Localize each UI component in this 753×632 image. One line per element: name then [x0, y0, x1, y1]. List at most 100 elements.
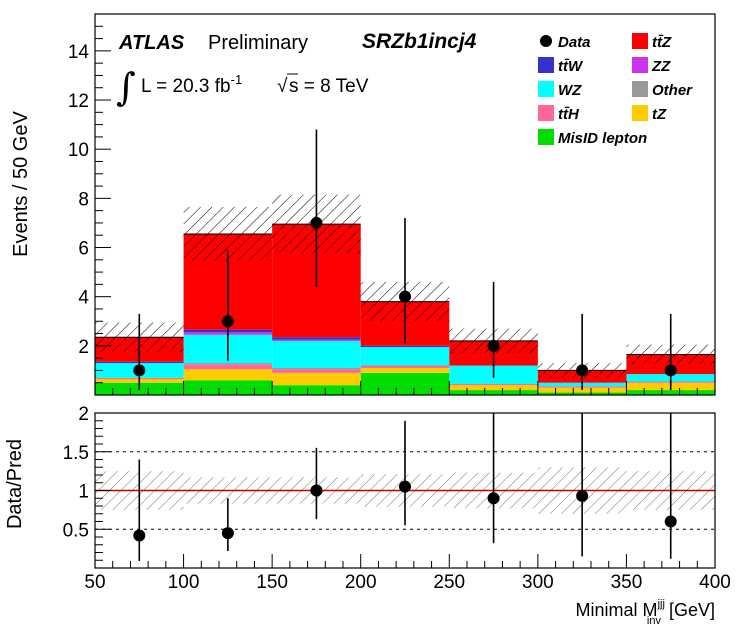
legend-swatch-ttw: [538, 57, 554, 73]
legend-label-part-ttw-0: t: [558, 58, 564, 75]
legend-swatch-misid-lepton: [538, 129, 554, 145]
legend-label-part-ttz-1: t̄: [657, 34, 664, 51]
bar-tz-bin-2: [272, 372, 361, 386]
luminosity-label: L = 20.3 fb-1: [141, 72, 242, 97]
legend-swatch-other: [632, 81, 648, 97]
legend-label-part-wz-0: WZ: [558, 82, 582, 99]
x-tick-label-300: 300: [522, 572, 554, 593]
legend-marker-data: [540, 35, 552, 47]
legend-label-part-tth-2: H: [568, 106, 580, 123]
legend-label-part-ttw-2: W: [568, 58, 584, 75]
data-point-6: [664, 364, 677, 377]
bottom-y-tick-label-1: 1: [78, 482, 89, 503]
ratio-point-6: [664, 515, 677, 528]
data-point-3: [399, 290, 411, 303]
bar-wz-bin-3: [360, 347, 450, 366]
x-tick-label-250: 250: [433, 572, 465, 593]
x-axis-title-main: Minimal M: [576, 600, 658, 620]
bar-tz-bin-3: [360, 367, 450, 373]
x-tick-label-400: 400: [699, 572, 731, 593]
bar-other-bin-2: [272, 367, 361, 370]
bar-ttw-bin-3: [360, 345, 450, 348]
data-point-4: [487, 339, 500, 352]
legend-label-part-tth-0: t: [558, 106, 564, 123]
top-x-ticks: [94, 381, 716, 395]
data-point-2: [310, 216, 323, 229]
ratio-point-5: [576, 489, 589, 502]
bar-tz-bin-1: [183, 369, 273, 381]
bar-tth-bin-1: [183, 364, 273, 370]
energy-label: s = 8 TeV: [289, 76, 369, 97]
legend-swatch-wz: [538, 81, 554, 97]
bar-ttw-bin-2: [272, 337, 361, 340]
preliminary-label: Preliminary: [208, 32, 308, 54]
sqrt-symbol: √: [277, 76, 288, 97]
legend-label-other: Other: [652, 82, 693, 99]
integral-symbol: ∫: [116, 65, 136, 109]
ratio-point-2: [310, 484, 323, 497]
x-tick-label-50: 50: [84, 572, 105, 593]
legend-label-part-tth-1: t̄: [563, 106, 570, 123]
top-y-tick-label-14: 14: [68, 42, 90, 63]
bar-misid-lepton-bin-4: [449, 390, 538, 395]
legend-label-tth: tt̄H: [558, 106, 580, 123]
legend-label-part-tz-0: tZ: [652, 106, 667, 123]
bar-misid-lepton-bin-1: [183, 380, 273, 395]
luminosity-exponent: -1: [231, 72, 243, 87]
x-tick-label-150: 150: [256, 572, 288, 593]
legend-label-data: Data: [558, 34, 591, 51]
legend-swatch-ttz: [632, 33, 648, 49]
bottom-x-axis: 50 100 150 200 250 300 350 400: [84, 554, 731, 593]
legend-label-part-ttz-2: Z: [661, 34, 672, 51]
bar-tth-bin-2: [272, 369, 361, 373]
top-plot-frame: [94, 13, 716, 396]
legend-label-ttz: tt̄Z: [652, 34, 672, 51]
x-axis-title-sup: jjj: [657, 598, 665, 610]
legend-label-wz: WZ: [558, 82, 582, 99]
x-tick-label-200: 200: [345, 572, 377, 593]
top-y-axis: 2 4 6 8 10 12 14: [68, 13, 111, 384]
data-points: [133, 129, 677, 391]
legend-swatch-tth: [538, 105, 554, 121]
ratio-point-0: [133, 529, 146, 542]
ratio-points: [133, 413, 677, 562]
bottom-y-axis: 0.5 1 1.5 2: [63, 404, 111, 561]
bar-wz-bin-2: [272, 340, 361, 368]
bar-misid-lepton-bin-6: [626, 390, 715, 395]
region-label: SRZb1incj4: [362, 30, 477, 53]
bottom-y-axis-title: Data/Pred: [4, 439, 26, 529]
x-axis-title-unit: [GeV]: [669, 600, 715, 620]
legend-label-part-other-0: Other: [652, 82, 693, 99]
legend-label-part-ttw-1: t̄: [563, 58, 570, 75]
bar-misid-lepton-bin-2: [272, 385, 361, 395]
atlas-label: ATLAS: [118, 32, 185, 54]
top-y-tick-label-4: 4: [78, 288, 89, 309]
luminosity-value: L = 20.3 fb: [141, 76, 231, 97]
legend-label-part-data-0: Data: [558, 34, 591, 51]
bar-tth-bin-4: [449, 383, 538, 386]
legend-label-zz: ZZ: [651, 58, 671, 75]
legend-label-misid-lepton: MisID lepton: [558, 130, 647, 147]
bar-misid-lepton-bin-3: [360, 372, 450, 395]
legend-label-part-zz-0: ZZ: [651, 58, 671, 75]
x-tick-label-100: 100: [168, 572, 200, 593]
bar-misid-lepton-bin-5: [537, 392, 627, 395]
bar-tth-bin-3: [360, 365, 450, 368]
x-tick-label-350: 350: [611, 572, 643, 593]
data-point-1: [221, 315, 234, 328]
data-point-0: [133, 364, 146, 377]
legend-label-ttw: tt̄W: [558, 58, 584, 75]
legend-label-part-ttz-0: t: [652, 34, 658, 51]
bar-other-bin-1: [183, 363, 273, 365]
ratio-point-1: [221, 527, 234, 540]
bottom-y-tick-label-1.5: 1.5: [63, 443, 89, 464]
bottom-y-tick-label-2: 2: [78, 404, 89, 425]
top-y-tick-label-12: 12: [68, 91, 89, 112]
legend-label-part-misid-lepton-0: MisID lepton: [558, 130, 647, 147]
data-point-5: [576, 364, 589, 377]
bottom-y-tick-label-0.5: 0.5: [63, 520, 89, 541]
top-y-tick-label-6: 6: [78, 239, 89, 260]
legend-label-tz: tZ: [652, 106, 667, 123]
